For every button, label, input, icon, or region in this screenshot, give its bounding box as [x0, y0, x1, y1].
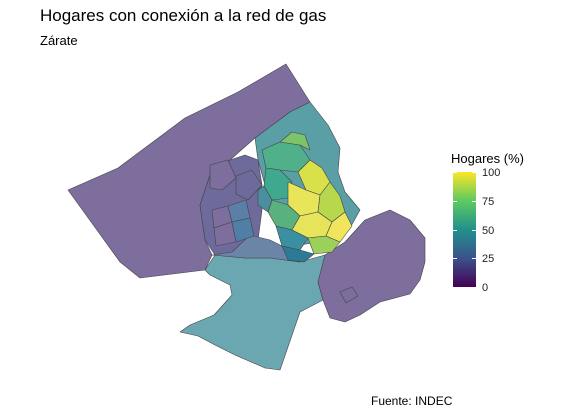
legend-tick-label: 25 [482, 253, 495, 265]
chart-subtitle: Zárate [40, 33, 78, 48]
legend-tick [453, 287, 476, 288]
district-core-10 [307, 235, 341, 255]
district-island [339, 286, 359, 304]
legend-tick-label: 50 [482, 225, 495, 237]
legend-tick [453, 172, 476, 173]
legend-tick-label: 75 [482, 196, 495, 208]
legend-tick [453, 230, 476, 231]
district-core-12 [257, 185, 273, 213]
district-core-9 [275, 225, 309, 251]
legend-tick-label: 100 [482, 167, 501, 179]
legend-tick-label: 0 [482, 282, 489, 294]
block-a [209, 159, 237, 191]
chart-title: Hogares con conexión a la red de gas [40, 6, 327, 25]
district-core-11 [281, 245, 315, 263]
block-b [235, 169, 263, 201]
legend-colorbar [453, 172, 476, 287]
legend-title: Hogares (%) [451, 151, 524, 166]
district-south [179, 254, 331, 371]
legend-tick [453, 201, 476, 202]
source-caption: Fuente: INDEC [371, 394, 453, 408]
block-f [231, 217, 255, 243]
district-core-13 [279, 131, 311, 151]
legend-tick [453, 258, 476, 259]
